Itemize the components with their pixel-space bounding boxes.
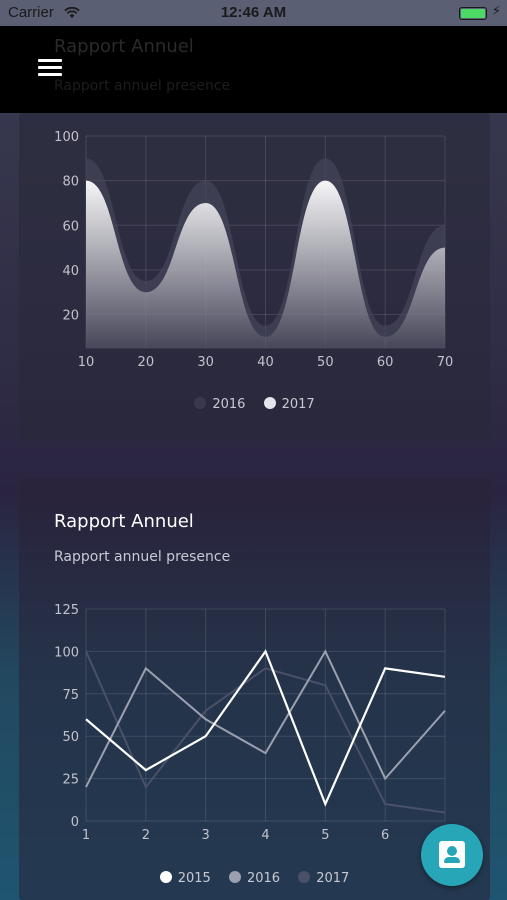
card-subtitle: Rapport annuel presence bbox=[54, 549, 231, 565]
y-tick-label: 40 bbox=[62, 264, 79, 279]
y-tick-label: 60 bbox=[62, 219, 79, 234]
legend-label-2016: 2016 bbox=[246, 871, 281, 886]
carrier-label: Carrier bbox=[8, 4, 54, 21]
y-tick-label: 75 bbox=[62, 688, 79, 703]
line-chart-legend: 2015 2016 2017 bbox=[19, 871, 490, 886]
x-tick-label: 10 bbox=[78, 355, 95, 370]
legend-dot-2015 bbox=[159, 871, 172, 883]
legend-item-2016[interactable]: 2016 bbox=[194, 397, 245, 412]
battery-icon bbox=[459, 7, 487, 20]
area-series-2017 bbox=[86, 180, 445, 348]
line-chart: 0 25 50 75 100 125 1 2 3 4 5 6 bbox=[54, 603, 446, 843]
x-tick-label: 30 bbox=[197, 355, 214, 370]
x-tick-label: 50 bbox=[317, 355, 334, 370]
hamburger-menu-icon[interactable] bbox=[38, 59, 62, 79]
x-tick-label: 5 bbox=[321, 828, 329, 843]
x-tick-label: 60 bbox=[377, 355, 394, 370]
legend-dot-2017 bbox=[298, 871, 311, 883]
legend-label-2016: 2016 bbox=[212, 397, 246, 412]
legend-item-2017[interactable]: 2017 bbox=[263, 397, 315, 412]
clock: 12:46 AM bbox=[220, 4, 287, 21]
ghost-title: Rapport Annuel bbox=[54, 36, 194, 57]
card-title: Rapport Annuel bbox=[54, 511, 194, 532]
x-tick-label: 2 bbox=[142, 828, 150, 843]
x-tick-label: 20 bbox=[138, 355, 155, 370]
x-tick-label: 3 bbox=[202, 828, 210, 843]
legend-dot-2017 bbox=[263, 397, 276, 409]
legend-item-2016[interactable]: 2016 bbox=[228, 871, 281, 886]
y-tick-label: 20 bbox=[62, 309, 79, 324]
y-tick-label: 100 bbox=[54, 130, 79, 145]
y-tick-label: 125 bbox=[54, 603, 79, 618]
area-chart: 20 40 60 80 100 10 20 30 40 50 60 70 bbox=[54, 130, 454, 370]
y-tick-label: 50 bbox=[62, 730, 79, 745]
charging-bolt-icon: ⚡ bbox=[491, 4, 501, 19]
x-tick-label: 40 bbox=[257, 355, 274, 370]
legend-item-2015[interactable]: 2015 bbox=[159, 871, 211, 886]
top-app-bar: Rapport Annuel Rapport annuel presence bbox=[0, 26, 507, 113]
y-tick-label: 100 bbox=[54, 645, 79, 660]
y-tick-label: 25 bbox=[62, 773, 79, 788]
contact-card-icon bbox=[439, 841, 465, 868]
x-tick-label: 1 bbox=[82, 828, 90, 843]
x-tick-label: 4 bbox=[261, 828, 269, 843]
legend-item-2017[interactable]: 2017 bbox=[298, 871, 349, 886]
wifi-icon bbox=[64, 7, 80, 18]
line-series-2017 bbox=[85, 650, 446, 814]
chart-card-area: 20 40 60 80 100 10 20 30 40 50 60 70 2016 2017 bbox=[19, 113, 490, 441]
legend-label-2015: 2015 bbox=[177, 871, 211, 886]
legend-dot-2016 bbox=[228, 871, 241, 883]
x-tick-label: 70 bbox=[437, 355, 454, 370]
area-chart-legend: 2016 2017 bbox=[19, 397, 490, 412]
chart-card-line: Rapport Annuel Rapport annuel presence 0… bbox=[19, 478, 490, 900]
y-tick-label: 0 bbox=[71, 815, 79, 830]
line-series-2016 bbox=[85, 649, 446, 788]
status-bar: Carrier 12:46 AM ⚡ bbox=[0, 0, 507, 26]
legend-label-2017: 2017 bbox=[316, 871, 350, 886]
x-tick-label: 6 bbox=[381, 828, 389, 843]
legend-label-2017: 2017 bbox=[281, 397, 315, 412]
contact-fab-button[interactable] bbox=[421, 824, 483, 886]
ghost-subtitle: Rapport annuel presence bbox=[54, 78, 231, 94]
legend-dot-2016 bbox=[194, 397, 207, 409]
y-tick-label: 80 bbox=[62, 175, 79, 190]
line-series-2015 bbox=[85, 649, 446, 807]
